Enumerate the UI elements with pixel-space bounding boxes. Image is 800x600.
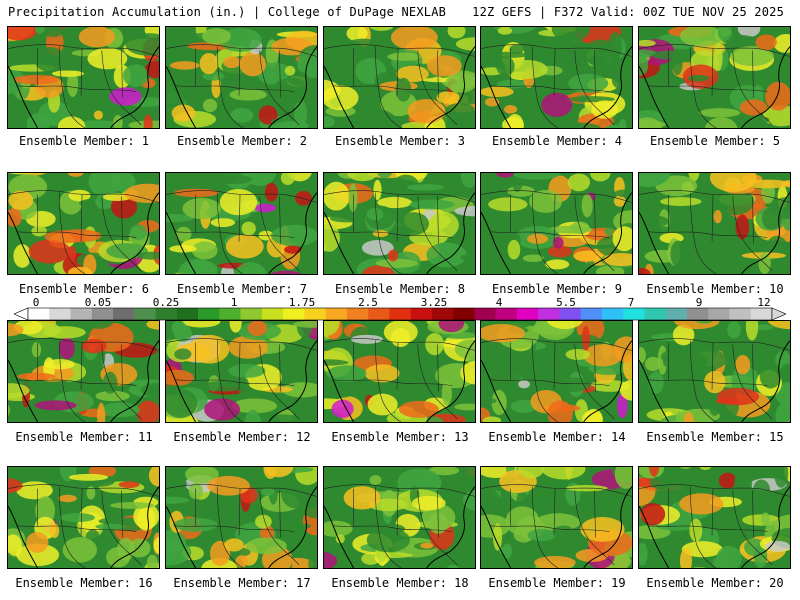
colorbar-tick-label: 1.75	[288, 296, 316, 309]
ensemble-member-map	[7, 466, 160, 569]
colorbar-tick-label: 1	[230, 296, 238, 309]
ensemble-member-label: Ensemble Member: 3	[334, 134, 466, 148]
ensemble-member-label: Ensemble Member: 5	[649, 134, 781, 148]
precipitation-colorbar	[14, 307, 786, 321]
ensemble-member-map	[323, 466, 476, 569]
ensemble-member-label: Ensemble Member: 10	[646, 282, 784, 296]
colorbar-tick-label: 0.25	[152, 296, 180, 309]
ensemble-member-map	[165, 26, 318, 129]
ensemble-member-map	[480, 172, 633, 275]
ensemble-member-label: Ensemble Member: 15	[646, 430, 784, 444]
ensemble-member-map	[7, 320, 160, 423]
colorbar-tick-label: 0	[32, 296, 40, 309]
ensemble-member-map	[638, 26, 791, 129]
ensemble-member-label: Ensemble Member: 13	[331, 430, 469, 444]
ensemble-member-map	[480, 26, 633, 129]
ensemble-member-label: Ensemble Member: 6	[18, 282, 150, 296]
ensemble-member-map	[7, 26, 160, 129]
map-title: Precipitation Accumulation (in.) | Colle…	[8, 5, 447, 19]
ensemble-member-map	[480, 320, 633, 423]
ensemble-member-label: Ensemble Member: 18	[331, 576, 469, 590]
ensemble-member-label: Ensemble Member: 14	[488, 430, 626, 444]
ensemble-member-map	[323, 172, 476, 275]
ensemble-member-label: Ensemble Member: 20	[646, 576, 784, 590]
ensemble-member-map	[480, 466, 633, 569]
ensemble-member-label: Ensemble Member: 19	[488, 576, 626, 590]
colorbar-tick-label: 9	[695, 296, 703, 309]
ensemble-member-map	[323, 320, 476, 423]
ensemble-member-label: Ensemble Member: 8	[334, 282, 466, 296]
ensemble-member-map	[323, 26, 476, 129]
ensemble-member-label: Ensemble Member: 9	[491, 282, 623, 296]
ensemble-member-map	[165, 320, 318, 423]
colorbar-tick-label: 0.05	[84, 296, 112, 309]
colorbar-tick-label: 3.25	[420, 296, 448, 309]
ensemble-member-map	[7, 172, 160, 275]
ensemble-member-label: Ensemble Member: 4	[491, 134, 623, 148]
ensemble-member-label: Ensemble Member: 7	[176, 282, 308, 296]
ensemble-member-label: Ensemble Member: 2	[176, 134, 308, 148]
ensemble-member-label: Ensemble Member: 12	[173, 430, 311, 444]
ensemble-member-map	[638, 172, 791, 275]
ensemble-member-label: Ensemble Member: 11	[15, 430, 153, 444]
ensemble-member-map	[165, 172, 318, 275]
ensemble-member-map	[638, 320, 791, 423]
ensemble-member-label: Ensemble Member: 1	[18, 134, 150, 148]
ensemble-member-map	[638, 466, 791, 569]
colorbar-tick-label: 7	[627, 296, 635, 309]
model-run-info: 12Z GEFS | F372 Valid: 00Z TUE NOV 25 20…	[472, 5, 784, 19]
ensemble-member-label: Ensemble Member: 17	[173, 576, 311, 590]
colorbar-tick-label: 2.5	[358, 296, 378, 309]
ensemble-member-label: Ensemble Member: 16	[15, 576, 153, 590]
colorbar-tick-label: 4	[495, 296, 503, 309]
colorbar-tick-label: 12	[757, 296, 771, 309]
ensemble-member-map	[165, 466, 318, 569]
colorbar-tick-label: 5.5	[556, 296, 576, 309]
